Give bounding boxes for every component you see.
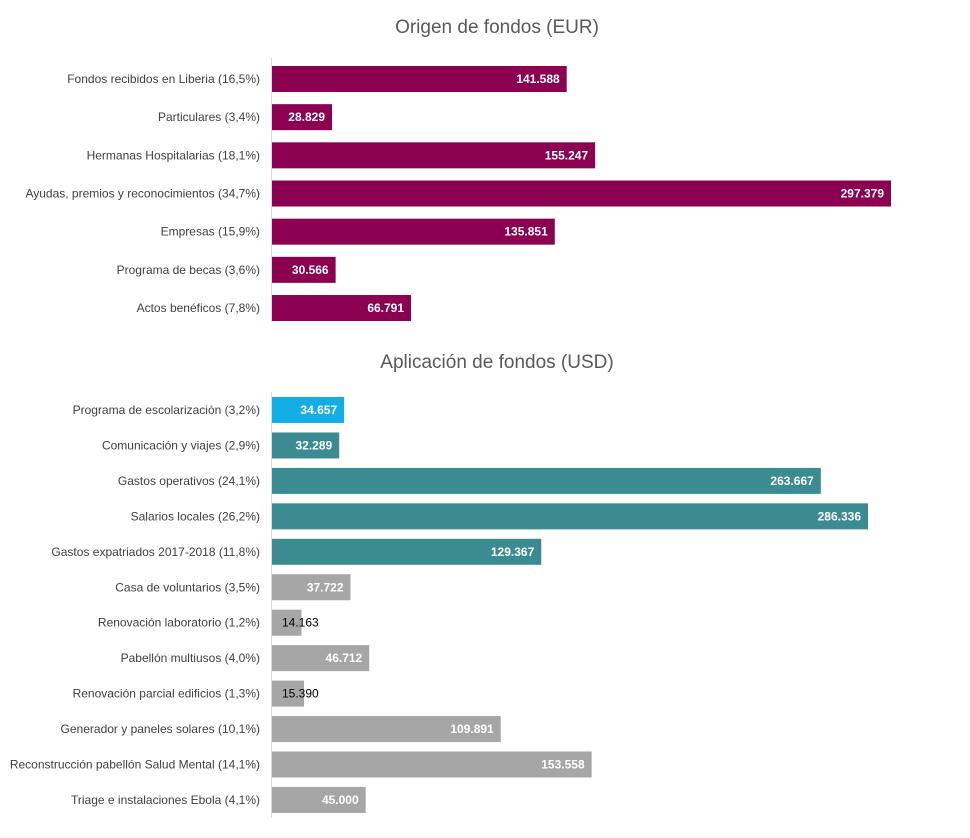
category-label: Actos benéficos (7,8%) [137,301,260,315]
data-label: 263.667 [770,474,814,488]
category-label: Fondos recibidos en Liberia (16,5%) [67,72,260,86]
bar [272,397,345,423]
data-label: 14.163 [282,616,319,630]
data-label: 66.791 [367,301,404,315]
data-label: 286.336 [818,509,862,523]
category-label: Gastos operativos (24,1%) [118,474,260,488]
bar [272,467,821,494]
category-label: Hermanas Hospitalarias (18,1%) [87,148,260,162]
bar [272,218,555,245]
bar [272,538,542,565]
category-label: Reconstrucción pabellón Salud Mental (14… [10,758,260,772]
bar [272,180,891,207]
bar [272,751,592,778]
bar [272,295,412,322]
bar [272,645,370,672]
category-label: Empresas (15,9%) [161,225,260,239]
category-label: Comunicación y viajes (2,9%) [102,438,260,452]
bar [272,680,305,707]
bar [272,786,366,813]
bar [272,716,501,743]
data-label: 32.289 [296,438,333,452]
data-label: 109.891 [450,722,494,736]
bar [272,104,333,131]
data-label: 37.722 [307,580,344,594]
category-label: Ayudas, premios y reconocimientos (34,7%… [25,187,260,201]
category-label: Programa de becas (3,6%) [117,263,260,277]
category-label: Particulares (3,4%) [158,110,260,124]
data-label: 30.566 [292,263,329,277]
aplicacion-chart: Aplicación de fondos (USD) Programa de es… [10,352,869,818]
data-label: 141.588 [516,72,560,86]
category-label: Generador y paneles solares (10,1%) [61,722,260,736]
category-label: Casa de voluntarios (3,5%) [115,580,260,594]
bar [272,66,567,92]
category-label: Triage e instalaciones Ebola (4,1%) [71,793,260,807]
bar [272,503,869,530]
data-label: 153.558 [541,758,585,772]
bar [272,609,302,636]
bar [272,256,336,283]
data-label: 28.829 [288,110,325,124]
category-label: Renovación parcial edificios (1,3%) [73,687,260,701]
bar [272,432,340,459]
chart-title: Aplicación de fondos (USD) [380,352,613,373]
data-label: 297.379 [841,187,885,201]
data-label: 15.390 [282,687,319,701]
bar [272,142,596,169]
category-label: Salarios locales (26,2%) [131,509,260,523]
data-label: 155.247 [545,148,589,162]
category-label: Programa de escolarización (3,2%) [73,403,260,417]
origen-chart: Origen de fondos (EUR) Fondos recibidos e… [25,17,891,322]
data-label: 45.000 [322,793,359,807]
data-label: 129.367 [491,545,535,559]
data-label: 135.851 [504,225,548,239]
data-label: 34.657 [300,403,337,417]
chart-title: Origen de fondos (EUR) [395,17,599,38]
bar [272,574,351,601]
data-label: 46.712 [326,651,363,665]
category-label: Pabellón multiusos (4,0%) [121,651,260,665]
category-label: Renovación laboratorio (1,2%) [98,616,260,630]
category-label: Gastos expatriados 2017-2018 (11,8%) [51,545,260,559]
